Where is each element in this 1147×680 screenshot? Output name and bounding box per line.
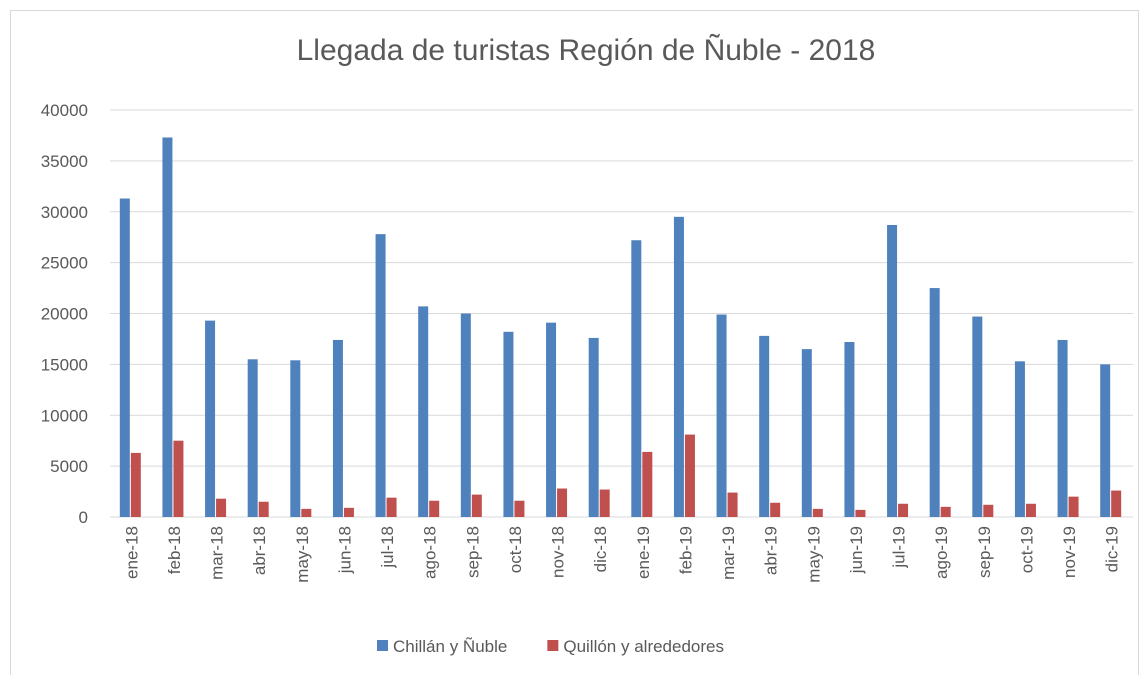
legend-label: Quillón y alrededores: [563, 637, 724, 656]
y-tick-label: 35000: [41, 152, 88, 171]
bar: [887, 224, 898, 518]
bar: [418, 306, 429, 517]
bar: [929, 288, 940, 517]
bar: [940, 506, 951, 517]
bar: [588, 337, 599, 517]
legend-label: Chillán y Ñuble: [393, 637, 507, 656]
y-tick-label: 20000: [41, 305, 88, 324]
x-tick-label: oct-18: [506, 526, 525, 573]
y-tick-label: 10000: [41, 406, 88, 425]
y-tick-label: 40000: [41, 101, 88, 120]
bar: [855, 509, 866, 517]
x-tick-label: feb-18: [165, 526, 184, 574]
bar: [684, 434, 695, 517]
bar: [759, 335, 770, 517]
bar: [216, 498, 227, 517]
bar: [386, 497, 397, 517]
bar: [332, 339, 343, 517]
bar: [727, 492, 738, 517]
x-tick-label: abr-19: [762, 526, 781, 575]
bar: [972, 316, 983, 517]
x-tick-label: dic-18: [591, 526, 610, 572]
chart-border: [10, 10, 1139, 680]
x-tick-label: jul-18: [378, 526, 397, 569]
x-tick-label: ago-18: [421, 526, 440, 579]
x-tick-label: abr-18: [250, 526, 269, 575]
bar: [290, 360, 301, 517]
x-tick-label: jun-19: [847, 526, 866, 574]
x-tick-label: feb-19: [676, 526, 695, 574]
x-tick-label: jul-19: [890, 526, 909, 569]
x-tick-label: ene-19: [634, 526, 653, 579]
x-tick-label: sep-19: [975, 526, 994, 578]
legend-swatch: [377, 640, 388, 651]
bar: [471, 494, 482, 517]
bar: [546, 322, 557, 517]
bar: [898, 503, 909, 517]
x-tick-label: jun-18: [335, 526, 354, 574]
x-tick-label: dic-19: [1103, 526, 1122, 572]
bar: [1100, 364, 1111, 517]
x-tick-label: sep-18: [463, 526, 482, 578]
x-tick-label: nov-18: [549, 526, 568, 578]
x-tick-label: may-19: [804, 526, 823, 583]
bar: [716, 314, 727, 517]
x-tick-label: may-18: [293, 526, 312, 583]
bar: [1068, 496, 1079, 517]
bar: [801, 349, 812, 517]
bar: [247, 359, 258, 517]
bar: [1014, 361, 1025, 517]
bar: [599, 489, 610, 517]
x-tick-label: oct-19: [1017, 526, 1036, 573]
bar: [642, 451, 653, 517]
bar: [162, 137, 173, 517]
x-tick-label: nov-19: [1060, 526, 1079, 578]
bar: [1111, 490, 1122, 517]
bar: [301, 508, 312, 517]
chart-title: Llegada de turistas Región de Ñuble - 20…: [297, 33, 876, 67]
bar: [429, 500, 440, 517]
bar: [258, 501, 269, 517]
bar: [812, 508, 823, 517]
bar: [173, 440, 184, 517]
bar: [1057, 339, 1068, 517]
bar: [631, 240, 642, 518]
y-tick-label: 30000: [41, 203, 88, 222]
bar: [119, 198, 130, 517]
bar: [503, 331, 514, 517]
x-tick-label: ago-19: [932, 526, 951, 579]
bar: [1025, 503, 1036, 517]
x-tick-label: ene-18: [122, 526, 141, 579]
x-tick-label: mar-19: [719, 526, 738, 580]
bar: [343, 507, 354, 517]
y-tick-label: 5000: [50, 457, 88, 476]
bar: [770, 502, 781, 517]
bar: [673, 216, 684, 517]
x-tick-label: mar-18: [208, 526, 227, 580]
bar: [844, 341, 855, 517]
y-tick-label: 15000: [41, 355, 88, 374]
bar: [375, 234, 386, 517]
bar: [983, 504, 994, 517]
bar: [460, 313, 471, 517]
bar: [514, 500, 525, 517]
bar: [557, 488, 568, 517]
legend-swatch: [547, 640, 559, 651]
y-tick-label: 25000: [41, 254, 88, 273]
y-tick-label: 0: [79, 508, 88, 527]
bar: [205, 320, 216, 517]
bar: [130, 452, 141, 517]
